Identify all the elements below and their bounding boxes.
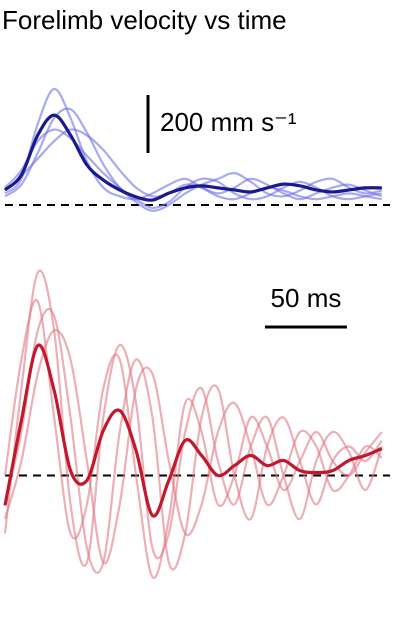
scale-bar-label: 50 ms [271, 283, 342, 313]
mean-line [3, 343, 383, 518]
mean-line [3, 113, 382, 202]
trial-line [3, 298, 383, 579]
scale-bar-label: 200 mm s⁻¹ [160, 107, 297, 137]
trial-line [4, 107, 383, 212]
trial-line [3, 269, 383, 567]
trial-line [4, 128, 383, 210]
trial-line [3, 308, 383, 574]
trial-line [3, 329, 383, 565]
chart-title: Forelimb velocity vs time [2, 5, 287, 35]
